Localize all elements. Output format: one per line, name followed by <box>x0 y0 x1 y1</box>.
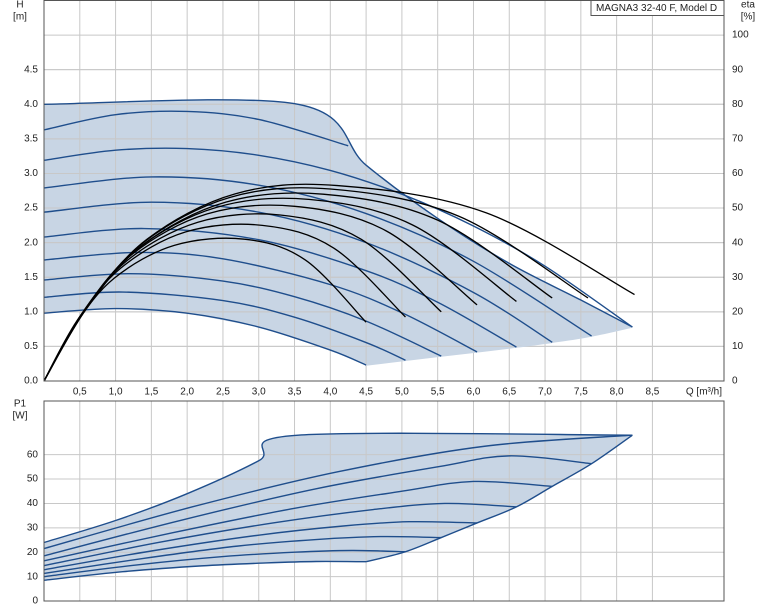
operating-range <box>44 433 633 581</box>
x-tick-label: 4,5 <box>359 387 373 398</box>
y2-tick-label: 0 <box>732 376 738 387</box>
y-tick-label: 2.5 <box>24 203 38 214</box>
y-tick-label: 4.5 <box>24 64 38 75</box>
y2-tick-label: 40 <box>732 237 744 248</box>
y2-axis-label: eta <box>741 0 755 11</box>
y-axis-label: H <box>16 0 23 11</box>
y-axis-unit: [m] <box>13 12 27 23</box>
curve <box>43 176 592 337</box>
curve <box>43 147 633 328</box>
x-tick-label: 3,0 <box>252 387 266 398</box>
curve <box>43 560 367 581</box>
y2-tick-label: 30 <box>732 272 744 283</box>
y2-tick-label: 80 <box>732 99 744 110</box>
y-axis-label: P1 <box>14 399 27 410</box>
curve <box>43 307 367 366</box>
y-axis-unit: [W] <box>13 411 28 422</box>
x-tick-label: 7,0 <box>538 387 552 398</box>
curve <box>43 549 406 578</box>
curve <box>43 227 517 348</box>
y-tick-label: 0.0 <box>24 376 38 387</box>
curve <box>43 272 442 357</box>
x-tick-label: 2,5 <box>216 387 230 398</box>
x-tick-label: 3,5 <box>288 387 302 398</box>
curve <box>43 251 478 353</box>
curve <box>43 432 633 544</box>
y-tick-label: 20 <box>27 547 39 558</box>
y-tick-label: 3.5 <box>24 134 38 145</box>
curve <box>43 520 478 571</box>
x-tick-label: 6,0 <box>467 387 481 398</box>
curve <box>43 502 517 567</box>
curve <box>43 455 592 557</box>
curve <box>43 434 633 550</box>
y-tick-label: 2.0 <box>24 237 38 248</box>
y2-tick-label: 50 <box>732 203 744 214</box>
curve <box>43 99 633 328</box>
x-tick-label: 0,5 <box>73 387 87 398</box>
y-tick-label: 0 <box>32 596 38 607</box>
x-tick-label: 5,5 <box>431 387 445 398</box>
y2-tick-label: 90 <box>732 64 744 75</box>
curve <box>43 291 406 361</box>
y2-tick-label: 60 <box>732 168 744 179</box>
y2-tick-label: 70 <box>732 134 744 145</box>
y-tick-label: 30 <box>27 522 39 533</box>
efficiency-curve <box>43 223 406 382</box>
x-tick-label: 2,0 <box>180 387 194 398</box>
y-tick-label: 1.0 <box>24 306 38 317</box>
title-box <box>590 0 725 16</box>
y-tick-label: 0.5 <box>24 341 38 352</box>
chart-title: MAGNA3 32-40 F, Model D <box>596 3 717 14</box>
y-tick-label: 4.0 <box>24 99 38 110</box>
x-tick-label: 8,5 <box>645 387 659 398</box>
curve <box>43 110 349 147</box>
y2-tick-label: 20 <box>732 306 744 317</box>
x-tick-label: 6,5 <box>502 387 516 398</box>
curve <box>365 434 633 563</box>
plot-frame <box>43 400 725 602</box>
x-tick-label: 5,0 <box>395 387 409 398</box>
curve <box>43 480 553 562</box>
efficiency-curve <box>43 237 367 382</box>
x-tick-label: 1,0 <box>109 387 123 398</box>
curve <box>43 535 442 575</box>
x-tick-label: 1,5 <box>144 387 158 398</box>
curve <box>366 326 633 366</box>
x-tick-label: 7,5 <box>574 387 588 398</box>
y-tick-label: 1.5 <box>24 272 38 283</box>
curve <box>43 201 553 343</box>
y-tick-label: 40 <box>27 498 39 509</box>
x-tick-label: 4,0 <box>323 387 337 398</box>
y-tick-label: 10 <box>27 571 39 582</box>
y-tick-label: 3.0 <box>24 168 38 179</box>
y2-tick-label: 100 <box>732 30 749 41</box>
y-tick-label: 60 <box>27 449 39 460</box>
x-tick-label: 8,0 <box>610 387 624 398</box>
y-tick-label: 50 <box>27 474 39 485</box>
y2-axis-unit: [%] <box>741 12 756 23</box>
plot-frame <box>43 0 725 382</box>
x-axis-label: Q [m³/h] <box>686 387 722 398</box>
y2-tick-label: 10 <box>732 341 744 352</box>
